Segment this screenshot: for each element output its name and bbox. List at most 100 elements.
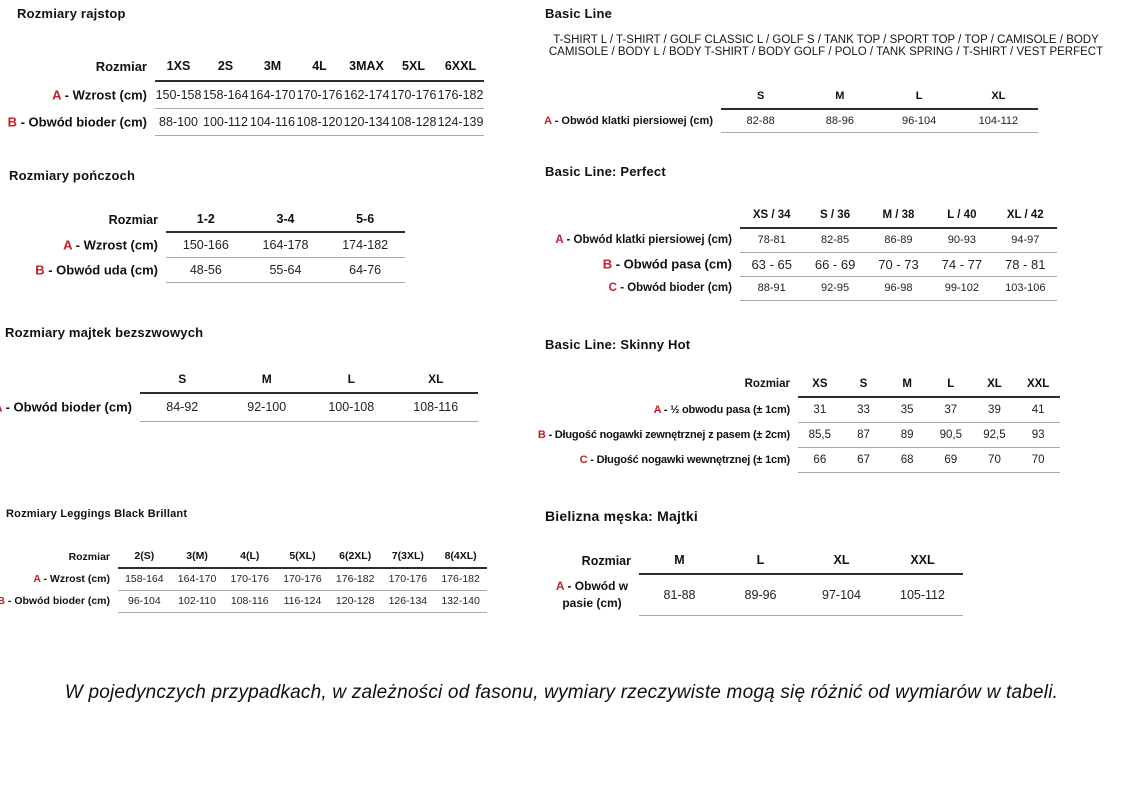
size-table: Rozmiar 1XS 2S 3M 4L 3MAX 5XL 6XXL A - Wzrost (c… — [8, 52, 484, 136]
value-cell: 88-96 — [800, 109, 880, 133]
value-cell: 94-97 — [993, 228, 1057, 253]
size-column-header: L — [720, 547, 801, 575]
table-title: Bielizna męska: Majtki — [545, 508, 699, 524]
size-column-header: XS / 34 — [740, 202, 804, 229]
row-label: A - Obwód bioder (cm) — [0, 393, 140, 421]
dimension-letter: A — [555, 234, 564, 246]
size-column-header: 4(L) — [223, 545, 277, 569]
size-column-header: XS — [798, 371, 842, 398]
value-cell: 96-104 — [879, 109, 959, 133]
measurement-row: A - Wzrost (cm) 158-164 164-170 170-176 170-… — [6, 568, 487, 591]
value-cell: 176-182 — [434, 568, 487, 591]
value-cell: 96-104 — [118, 590, 171, 613]
value-cell: 99-102 — [930, 276, 994, 301]
value-cell: 164-170 — [249, 81, 296, 109]
dimension-letter: B — [602, 256, 613, 272]
value-cell: 48-56 — [166, 257, 246, 283]
measurement-row: B - Długość nogawki zewnętrznej z pasem … — [538, 422, 1060, 448]
size-column-header: 3M — [249, 52, 296, 82]
table-title: Basic Line: Skinny Hot — [545, 337, 691, 352]
row-label-inner: A - Obwód w pasie (cm) — [556, 579, 628, 610]
row-label-inner: B - Obwód pasa (cm) — [603, 257, 732, 272]
size-column-header: XXL — [882, 547, 963, 575]
value-cell: 92-100 — [224, 393, 309, 422]
size-column-header: XL / 42 — [993, 202, 1057, 229]
value-cell: 41 — [1016, 397, 1060, 423]
value-cell: 68 — [885, 447, 929, 473]
size-column-header: 6(2XL) — [328, 545, 382, 569]
size-column-header: M — [885, 371, 929, 398]
corner-label: Rozmiar — [581, 553, 631, 568]
value-cell: 70 - 73 — [866, 252, 931, 277]
dimension-letter: B — [7, 114, 17, 129]
value-cell: 170-176 — [390, 81, 437, 109]
value-cell: 82-88 — [721, 109, 801, 133]
value-cell: 84-92 — [140, 393, 225, 422]
value-cell: 87 — [841, 422, 886, 448]
size-column-header: L — [309, 366, 394, 394]
size-table-head: Rozmiar M L XL XXL — [545, 547, 963, 575]
measurement-row: B - Obwód uda (cm) 48-56 55-64 64-76 — [9, 257, 405, 283]
row-label-text: - Obwód bioder (cm) — [20, 114, 147, 129]
row-label: A - Obwód w pasie (cm) — [545, 574, 639, 615]
size-table-head: S M L XL — [545, 84, 1038, 110]
table-title: Rozmiary majtek bezszwowych — [5, 325, 204, 340]
table-title: Basic Line: Perfect — [545, 164, 666, 179]
table-title: Rozmiary rajstop — [17, 6, 126, 21]
dimension-letter: B — [35, 262, 45, 277]
size-column-header: 3MAX — [343, 52, 390, 82]
corner-label: Rozmiar — [744, 378, 790, 390]
value-cell: 67 — [841, 447, 886, 473]
row-label-inner: A - Obwód bioder (cm) — [0, 400, 132, 415]
row-label: A - Wzrost (cm) — [9, 232, 166, 257]
value-cell: 100-108 — [309, 393, 394, 422]
table-basic-line: Basic Line T-SHIRT L / T-SHIRT / GOLF CL… — [544, 6, 1107, 133]
value-cell: 78 - 81 — [993, 252, 1057, 277]
table-leggings-black-brillant: Rozmiary Leggings Black Brillant Rozmiar… — [0, 509, 487, 613]
size-column-header: 5XL — [390, 52, 437, 82]
size-column-header: XL — [801, 547, 882, 575]
value-cell: 108-116 — [393, 393, 478, 422]
row-label-inner: B - Obwód uda (cm) — [35, 262, 158, 277]
value-cell: 88-100 — [155, 108, 202, 136]
row-label: A - Obwód klatki piersiowej (cm) — [544, 109, 721, 132]
value-cell: 66 - 69 — [803, 252, 867, 277]
measurement-row: A - Wzrost (cm) 150-166 164-178 174-182 — [9, 232, 405, 258]
value-cell: 74 - 77 — [930, 252, 994, 277]
size-table-body: A - Obwód w pasie (cm) 81-88 89-96 97-104 10… — [545, 574, 963, 616]
row-label-text: - Obwód klatki piersiowej (cm) — [554, 114, 713, 127]
size-column-header: XXL — [1016, 371, 1060, 398]
size-column-header: 1XS — [155, 52, 202, 82]
value-cell: 116-124 — [276, 590, 329, 613]
value-cell: 132-140 — [434, 590, 487, 613]
dimension-letter: A — [544, 114, 552, 127]
size-header-row: XS / 34 S / 36 M / 38 L / 40 XL / 42 — [545, 202, 1057, 229]
size-table-head: Rozmiar 1XS 2S 3M 4L 3MAX 5XL 6XXL — [17, 52, 484, 82]
row-label-text: - Obwód bioder (cm) — [5, 399, 132, 415]
value-cell: 176-182 — [328, 568, 382, 591]
size-table-head: XS / 34 S / 36 M / 38 L / 40 XL / 42 — [545, 202, 1057, 229]
row-label-text: - Obwód w pasie (cm) — [562, 578, 629, 610]
value-cell: 108-128 — [390, 108, 437, 136]
value-cell: 69 — [928, 447, 973, 473]
value-cell: 108-120 — [296, 108, 343, 136]
size-table: Rozmiar 1-2 3-4 5-6 A - Wzrost (cm) 150-166 16… — [9, 207, 405, 283]
size-header-row: S M L XL — [5, 366, 478, 394]
size-column-header: L — [928, 371, 973, 398]
row-label-text: - Obwód bioder (cm) — [620, 282, 732, 294]
measurement-row: B - Obwód pasa (cm) 63 - 65 66 - 69 70 - 73… — [545, 252, 1057, 277]
dimension-letter: C — [608, 282, 617, 294]
size-header-row: Rozmiar 2(S) 3(M) 4(L) 5(XL) 6(2XL) 7(3XL) 8(4X… — [6, 545, 487, 569]
value-cell: 90,5 — [928, 422, 973, 448]
dimension-letter: A — [52, 87, 62, 102]
corner-label: Rozmiar — [108, 212, 158, 227]
dimension-letter: A — [555, 578, 565, 593]
measurement-row: A - Obwód bioder (cm) 84-9292-100100-1081… — [0, 393, 478, 422]
value-cell: 104-112 — [958, 109, 1038, 133]
size-table-body: A - Obwód klatki piersiowej (cm) 82-88 88-… — [544, 109, 1038, 133]
size-header-row: Rozmiar M L XL XXL — [545, 547, 963, 575]
value-cell: 158-164 — [118, 568, 171, 591]
value-cell: 92-95 — [803, 276, 867, 301]
value-cell: 120-128 — [328, 590, 382, 613]
value-cell: 33 — [841, 397, 886, 423]
